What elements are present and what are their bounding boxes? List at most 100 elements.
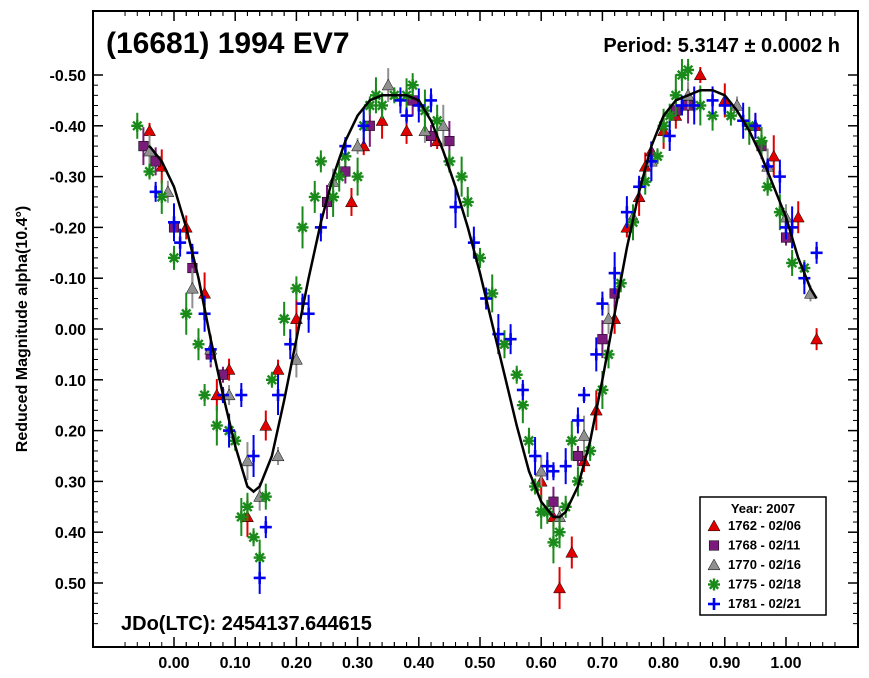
legend-marker — [707, 519, 721, 532]
y-tick-label: 0.10 — [55, 373, 86, 390]
data-point — [706, 94, 719, 107]
data-point — [455, 170, 468, 183]
data-point — [400, 109, 413, 122]
y-tick-label: 0.00 — [55, 322, 86, 339]
data-point — [529, 450, 542, 462]
y-axis-label: Reduced Magnitude alpha(10.4°) — [14, 206, 31, 452]
data-point — [597, 334, 608, 345]
data-point — [381, 78, 395, 91]
y-tick-label: 0.20 — [55, 424, 86, 441]
data-point — [718, 99, 731, 112]
data-point — [351, 139, 365, 152]
data-point — [168, 216, 180, 229]
data-point — [559, 460, 572, 473]
x-tick-label: 0.20 — [281, 655, 312, 672]
data-point — [253, 551, 266, 564]
data-point — [810, 246, 823, 259]
data-point — [486, 287, 499, 300]
data-point — [724, 109, 737, 122]
legend-box — [699, 496, 827, 616]
data-point — [534, 464, 548, 477]
data-point — [572, 450, 583, 462]
data-point — [174, 236, 187, 249]
data-point — [204, 343, 217, 356]
legend-entries: 1762 - 02/06 1768 - 02/11 1770 - 02/16 1775… — [707, 518, 801, 611]
data-point — [749, 119, 762, 132]
data-point — [235, 389, 248, 402]
data-point — [773, 170, 786, 183]
data-point — [693, 68, 707, 81]
data-point — [138, 141, 149, 152]
data-point — [767, 149, 781, 162]
data-point — [272, 389, 285, 402]
legend-label: 1768 - 02/11 — [728, 538, 800, 553]
data-point — [253, 571, 266, 584]
data-point — [498, 338, 511, 351]
data-point — [761, 180, 774, 193]
x-tick-label: 0.60 — [526, 655, 557, 672]
legend-marker — [708, 578, 720, 591]
data-point — [155, 190, 168, 203]
data-point — [235, 510, 248, 523]
data-point — [345, 195, 358, 208]
legend-label: 1762 - 02/06 — [728, 518, 801, 533]
data-point — [241, 454, 254, 467]
data-point — [241, 500, 254, 513]
data-point — [296, 221, 309, 234]
data-point — [302, 307, 315, 320]
x-tick-label: 0.80 — [648, 655, 679, 672]
y-tick-label: 0.50 — [55, 576, 86, 593]
data-point — [516, 383, 529, 396]
x-tick-label: 0.40 — [403, 655, 434, 672]
data-point — [602, 312, 615, 324]
x-axis: 0.00 0.10 0.20 0.30 0.40 0.50 0.60 0.70 0.80 0.90… — [124, 11, 836, 672]
data-point — [663, 129, 676, 142]
data-point — [210, 419, 223, 432]
legend: Year: 2007 1762 - 02/06 1768 - 02/11 1770 … — [699, 496, 827, 616]
data-point — [259, 490, 272, 503]
fit-curve — [148, 88, 818, 519]
data-point — [565, 546, 579, 558]
data-point — [547, 465, 560, 478]
data-point — [271, 449, 285, 462]
x-tick-label: 0.90 — [709, 655, 740, 672]
legend-label: 1781 - 02/21 — [728, 596, 801, 611]
chart-title: (16681) 1994 EV7 — [106, 27, 350, 60]
data-point — [327, 190, 340, 203]
legend-marker — [708, 540, 720, 551]
x-tick-label: 1.00 — [770, 655, 801, 672]
data-point — [444, 135, 455, 147]
data-point — [553, 581, 566, 594]
data-point — [504, 333, 517, 346]
data-point — [522, 434, 535, 447]
data-point — [185, 281, 199, 294]
data-point — [278, 312, 291, 325]
legend-marker — [708, 598, 720, 610]
data-point — [131, 119, 144, 132]
data-point — [351, 170, 364, 183]
data-point — [290, 282, 303, 295]
data-point — [198, 389, 211, 402]
data-point — [247, 450, 260, 462]
data-point — [565, 434, 578, 447]
data-point — [510, 368, 523, 381]
y-axis: -0.50 -0.40 -0.30 -0.20 -0.10 0.00 0.10 0.20 0.3… — [50, 68, 858, 625]
x-tick-label: 0.10 — [220, 655, 251, 672]
data-point — [143, 165, 156, 178]
data-point — [333, 170, 346, 183]
legend-label: 1770 - 02/16 — [728, 557, 801, 572]
data-point — [743, 119, 756, 132]
data-point — [247, 531, 260, 544]
data-point — [548, 496, 559, 507]
data-point — [406, 79, 419, 92]
data-point — [682, 63, 695, 76]
y-tick-label: -0.10 — [50, 271, 87, 288]
data-point — [314, 155, 327, 168]
legend-marker — [707, 558, 721, 571]
x-tick-label: 0.50 — [464, 655, 495, 672]
data-point — [596, 297, 609, 310]
data-point — [620, 206, 633, 219]
data-point — [449, 201, 462, 214]
x-tick-label: 0.30 — [342, 655, 373, 672]
